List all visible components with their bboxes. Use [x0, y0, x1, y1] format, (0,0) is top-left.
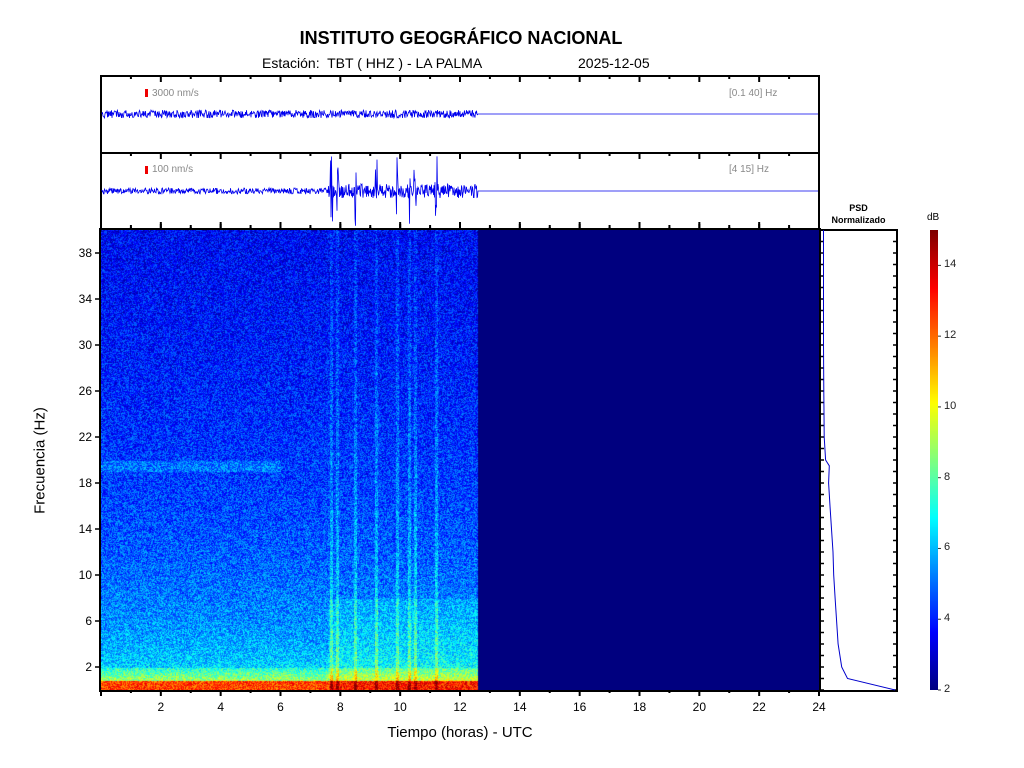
y-tick-label: 26 — [78, 384, 92, 398]
psd-title-line2: Normalizado — [831, 215, 886, 225]
colorbar-tick-label: 8 — [944, 470, 951, 483]
y-tick-label: 18 — [78, 476, 92, 490]
scale-bar-2 — [145, 166, 148, 174]
y-tick-label: 38 — [78, 246, 92, 260]
seismic-trace-2 — [101, 156, 818, 226]
x-tick-label: 6 — [277, 700, 284, 714]
scale-label-1: 3000 nm/s — [152, 88, 199, 99]
station-label: Estación: TBT ( HHZ ) - LA PALMA — [262, 55, 483, 71]
x-tick-label: 14 — [513, 700, 527, 714]
colorbar-tick-label: 2 — [944, 683, 951, 695]
band-label-1: [0.1 40] Hz — [729, 88, 778, 99]
y-tick-label: 22 — [78, 430, 92, 444]
scale-bar-1 — [145, 89, 148, 97]
x-tick-label: 22 — [752, 700, 766, 714]
y-tick-label: 6 — [85, 614, 92, 628]
x-tick-label: 8 — [336, 700, 344, 714]
x-tick-label: 12 — [453, 700, 467, 714]
x-axis-label: Tiempo (horas) - UTC — [387, 724, 533, 741]
colorbar — [930, 230, 938, 690]
spectrogram-frame — [99, 228, 821, 692]
x-tick-label: 18 — [632, 700, 647, 714]
y-axis-label: Frecuencia (Hz) — [31, 407, 49, 514]
date-label: 2025-12-05 — [578, 55, 650, 71]
spectrogram-heatmap — [101, 230, 819, 690]
figure-title: INSTITUTO GEOGRÁFICO NACIONAL — [299, 28, 623, 48]
colorbar-tick-label: 10 — [944, 399, 957, 412]
x-tick-label: 16 — [572, 700, 587, 714]
y-tick-label: 14 — [78, 522, 92, 536]
colorbar-tick-label: 14 — [944, 258, 957, 271]
psd-title: PSD Normalizado — [819, 202, 898, 226]
scale-label-2: 100 nm/s — [152, 164, 194, 175]
seismic-trace-1 — [101, 108, 818, 120]
y-tick-label: 34 — [78, 292, 92, 306]
y-tick-label: 2 — [85, 660, 92, 674]
colorbar-tick-label: 6 — [944, 541, 951, 554]
x-tick-label: 10 — [393, 700, 407, 714]
x-tick-label: 2 — [157, 700, 165, 714]
x-tick-label: 20 — [692, 700, 706, 714]
psd-title-line1: PSD — [849, 203, 868, 213]
x-tick-label: 4 — [217, 700, 224, 714]
x-tick-label: 24 — [812, 700, 826, 714]
colorbar-tick-label: 12 — [944, 329, 957, 342]
colorbar-tick-label: 4 — [944, 612, 951, 625]
y-tick-label: 10 — [78, 568, 92, 582]
psd-curve — [823, 230, 896, 691]
colorbar-label: dB — [927, 212, 940, 223]
y-tick-label: 30 — [78, 338, 92, 352]
band-label-2: [4 15] Hz — [729, 164, 770, 175]
